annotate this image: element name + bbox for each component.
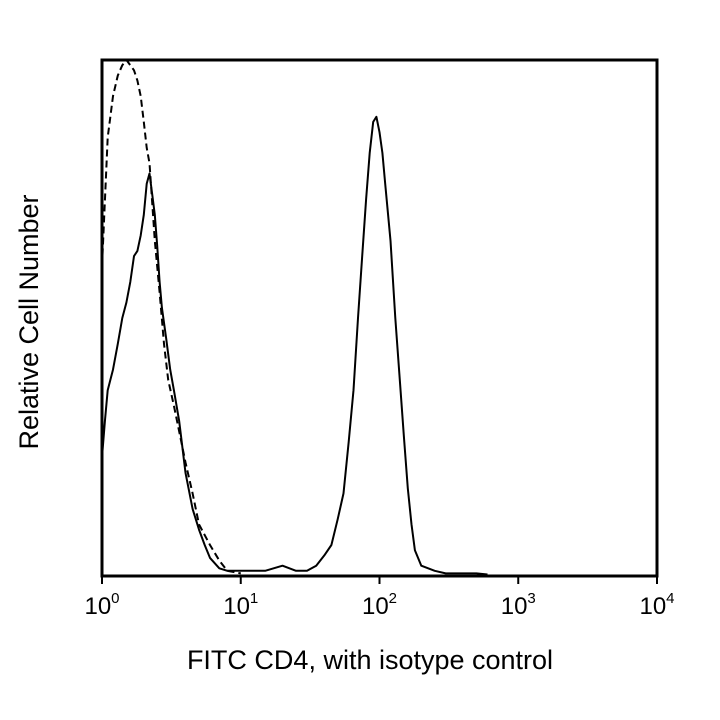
plot-background xyxy=(102,60,657,576)
x-axis-title: FITC CD4, with isotype control xyxy=(187,645,553,675)
x-tick-label: 102 xyxy=(362,590,397,620)
x-tick-label: 104 xyxy=(639,590,674,620)
isotype-control-histogram xyxy=(101,59,241,575)
x-tick-label: 103 xyxy=(501,590,536,620)
x-axis-ticks: 100 101 102 103 104 xyxy=(84,576,675,620)
x-tick-label: 101 xyxy=(223,590,258,620)
cd4-histogram xyxy=(101,115,488,576)
y-axis-title: Relative Cell Number xyxy=(14,194,44,449)
x-tick-label: 100 xyxy=(84,590,119,620)
series-layer xyxy=(101,59,488,576)
